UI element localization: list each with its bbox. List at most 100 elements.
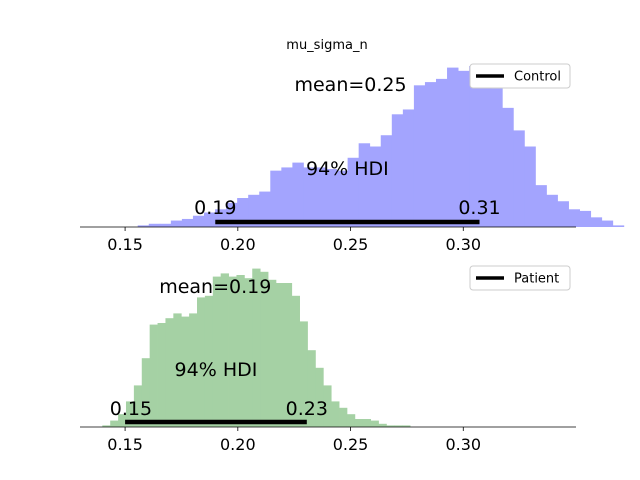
x-tick-label: 0.20 <box>220 435 256 454</box>
histogram-bar <box>303 167 315 227</box>
histogram-bar <box>137 225 150 227</box>
histogram-bar <box>323 385 332 427</box>
histogram-bar <box>118 414 127 427</box>
legend-box <box>469 63 571 89</box>
histogram-bar <box>386 425 395 427</box>
histogram-bar <box>252 268 261 427</box>
histogram-bar <box>513 130 525 227</box>
hdi-label: 94% HDI <box>306 158 389 180</box>
histogram-bar <box>315 367 324 427</box>
histogram-bar <box>275 283 285 427</box>
histogram-bar <box>579 210 592 227</box>
histogram-bar <box>236 275 245 427</box>
histogram-bar <box>133 385 143 427</box>
histogram-bar <box>260 271 269 427</box>
x-tick-label: 0.25 <box>333 235 369 254</box>
histogram-bar <box>325 169 337 227</box>
histogram-bar <box>314 167 326 227</box>
x-tick-label: 0.15 <box>107 235 143 254</box>
histogram-bar <box>347 157 360 227</box>
histogram-bar <box>391 114 404 227</box>
mean-label: mean=0.19 <box>159 276 271 298</box>
histogram-bar <box>535 185 547 227</box>
histogram-bar <box>546 194 558 227</box>
histogram-bar <box>292 162 304 227</box>
histogram-bar <box>110 420 119 427</box>
x-tick-label: 0.30 <box>445 435 481 454</box>
legend: Control <box>469 63 571 89</box>
histogram-bar <box>336 170 349 227</box>
histogram-bar <box>197 297 206 427</box>
histogram-bar <box>148 223 161 227</box>
histogram-bar <box>220 273 229 427</box>
histogram-bar <box>173 313 182 427</box>
histogram-bar <box>165 318 174 427</box>
histogram-bar <box>181 218 194 227</box>
histogram-bar <box>413 85 426 227</box>
histogram-bar <box>339 407 348 427</box>
histogram-bar <box>189 313 198 427</box>
histogram-bar <box>299 321 308 427</box>
histogram-bar <box>557 201 569 227</box>
histogram-bar <box>181 316 190 427</box>
histogram-bar <box>480 80 492 228</box>
hdi-low-label: 0.15 <box>110 398 152 420</box>
histogram-bar <box>346 414 356 427</box>
legend-box <box>469 265 571 291</box>
histogram-bar <box>354 419 364 427</box>
hdi-high-label: 0.23 <box>286 398 328 420</box>
histogram-bar <box>491 88 503 227</box>
histogram-bar <box>159 223 172 227</box>
x-tick-label: 0.15 <box>107 435 143 454</box>
histogram-bar <box>157 323 166 427</box>
histogram-bar <box>170 220 183 227</box>
histogram-bar <box>248 194 260 227</box>
histogram-bar <box>215 209 227 227</box>
histogram-bar <box>212 276 222 427</box>
x-tick-label: 0.20 <box>220 235 256 254</box>
panel-control: 0.15 0.20 0.25 0.30 0.19 0.31 94% HDI mean=0.25… <box>80 63 625 254</box>
histogram-bar <box>226 202 238 227</box>
histogram-bar <box>435 78 448 227</box>
histogram-bar <box>281 167 293 227</box>
histogram-bar <box>270 170 282 227</box>
histogram-bar <box>291 295 300 427</box>
histogram-bar <box>458 70 470 227</box>
histogram-bar <box>244 278 253 427</box>
histogram-bar <box>102 425 111 427</box>
histogram-bar <box>268 279 277 427</box>
histogram-bar <box>358 143 371 227</box>
histogram-bar <box>307 350 316 427</box>
histogram-bar <box>204 212 216 227</box>
chart-title: mu_sigma_n <box>286 38 367 53</box>
histogram-bar <box>283 283 293 427</box>
histogram-bar <box>502 107 514 227</box>
histogram-bar <box>237 198 249 227</box>
hdi-low-label: 0.19 <box>194 197 236 219</box>
histogram-bar <box>204 295 214 427</box>
histogram-bar <box>149 324 158 427</box>
histogram-bar <box>402 109 415 227</box>
x-tick-label: 0.30 <box>445 235 481 254</box>
histogram-bar <box>469 66 481 227</box>
histogram-bar <box>369 146 382 227</box>
legend-label: Patient <box>514 272 559 287</box>
histogram-bar <box>568 209 581 227</box>
histogram-bar <box>141 358 151 427</box>
histogram-bar <box>370 420 379 427</box>
histogram-bar <box>612 225 625 227</box>
histogram-bar <box>362 419 372 427</box>
histogram-bar <box>228 276 237 427</box>
histogram-bar <box>590 217 603 227</box>
histogram-bar <box>331 401 340 427</box>
histogram-bar <box>524 146 536 227</box>
hdi-high-label: 0.31 <box>458 197 500 219</box>
histogram-bar <box>601 220 614 227</box>
histogram-bar <box>378 423 387 427</box>
legend: Patient <box>469 265 571 291</box>
histogram-bar <box>424 82 437 227</box>
panel-patient: 0.15 0.20 0.25 0.30 0.15 0.23 94% HDI mean=0.19… <box>80 265 576 454</box>
legend-label: Control <box>514 70 561 85</box>
mean-label: mean=0.25 <box>294 74 406 96</box>
